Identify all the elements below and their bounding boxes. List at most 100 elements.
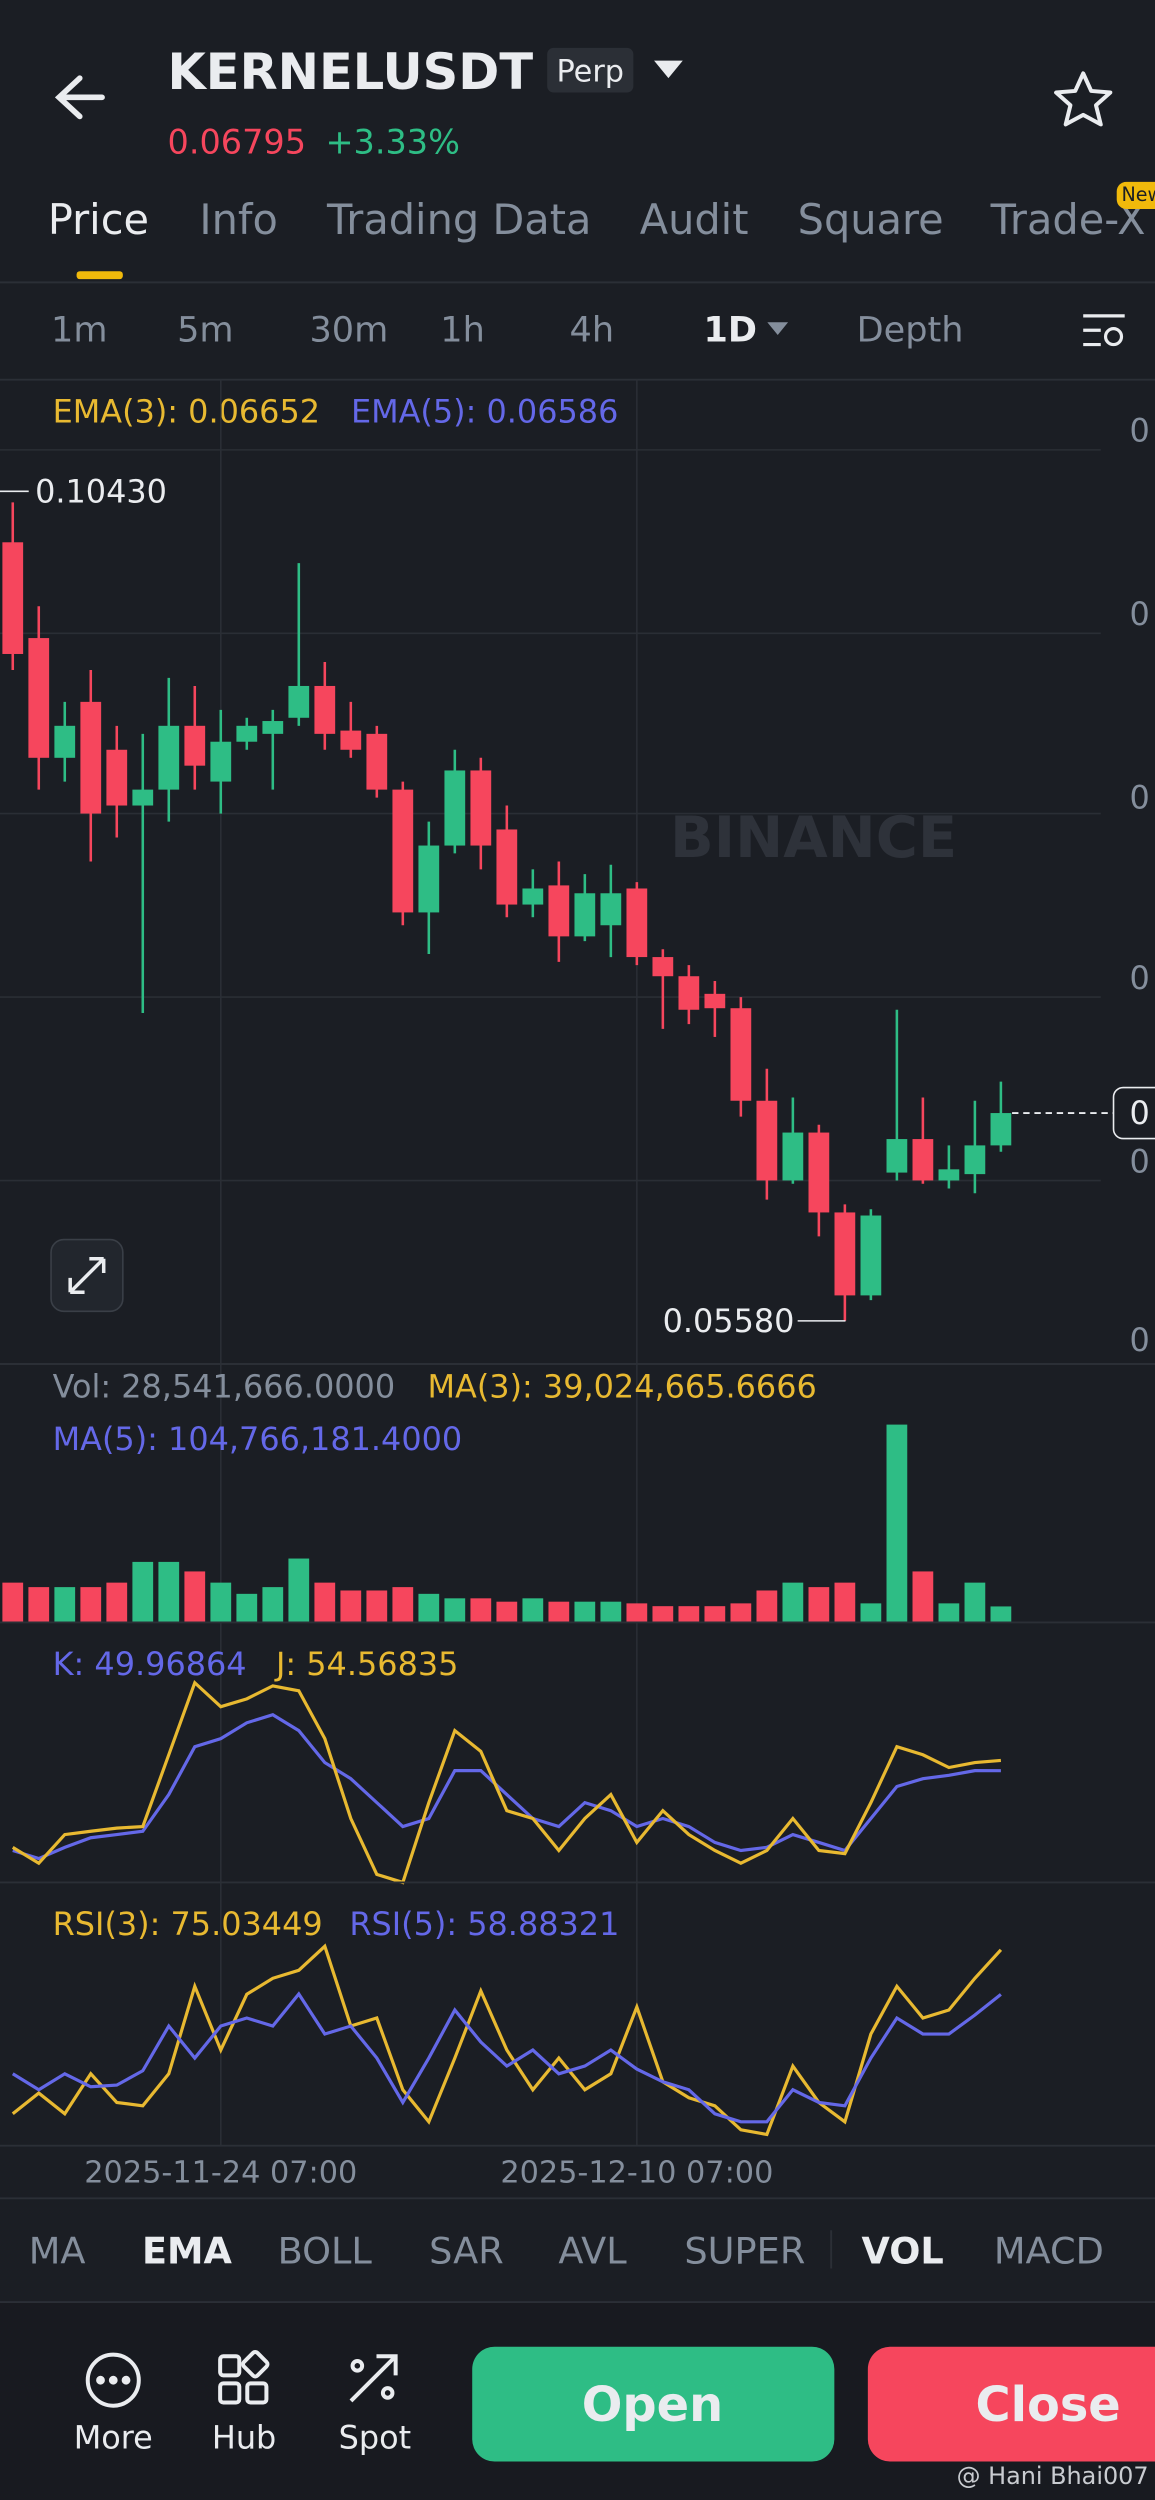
close-label[interactable]: Close [975, 2378, 1120, 2433]
tab[interactable]: Audit [640, 196, 749, 244]
indicator-tab[interactable]: SAR [429, 2229, 504, 2272]
indicator-tab[interactable]: SUPER [684, 2229, 805, 2272]
spot-icon[interactable] [349, 2354, 398, 2403]
volume-bar [392, 1587, 414, 1623]
indicator-tab[interactable]: MACD [994, 2229, 1104, 2272]
hub-icon[interactable] [218, 2350, 270, 2405]
legend: Vol: 28,541,666.0000 [53, 1367, 395, 1405]
symbol-dropdown[interactable] [654, 60, 683, 79]
legend: RSI(3): 75.03449 [53, 1905, 323, 1943]
candle-body [262, 721, 284, 734]
volume-bar [158, 1561, 180, 1623]
volume-bar [54, 1587, 76, 1623]
indicator-line [11, 1679, 1002, 1885]
watermark: BINANCE [670, 804, 957, 871]
tab[interactable]: Price [48, 196, 149, 244]
indicator-line [12, 1712, 1001, 1861]
volume-bar [184, 1571, 206, 1623]
symbol: KERNELUSDT [168, 43, 534, 101]
volume-bar [340, 1590, 362, 1623]
action-label[interactable]: Spot [339, 2419, 412, 2457]
volume-bar [782, 1582, 804, 1623]
candle-body [860, 1215, 882, 1296]
grid [0, 449, 1101, 1182]
close-button[interactable] [867, 2346, 1155, 2462]
candle-body [964, 1145, 986, 1175]
volume-bar [210, 1582, 232, 1623]
volume-bar [470, 1598, 492, 1623]
action-label[interactable]: More [74, 2419, 153, 2457]
candle-body [2, 542, 24, 654]
indicator-tab[interactable]: EMA [142, 2229, 233, 2272]
candle-body [314, 685, 336, 734]
interval[interactable]: 30m [309, 310, 388, 351]
volume-bar [548, 1601, 570, 1623]
legend: EMA(3): 0.06652 [53, 393, 320, 431]
settings-icon[interactable] [1083, 314, 1125, 347]
x-tick-label: 2025-11-24 07:00 [84, 2155, 357, 2190]
indicator-tab[interactable]: BOLL [278, 2229, 373, 2272]
candle-body [652, 957, 674, 977]
legend: EMA(5): 0.06586 [351, 393, 618, 431]
favorite-star[interactable] [1054, 71, 1113, 127]
candle-body [366, 733, 388, 790]
y-tick-label: 0 [1129, 1321, 1149, 1359]
price-change: +3.33% [325, 122, 459, 161]
tab[interactable]: Info [199, 196, 277, 244]
indicator-line [11, 1943, 1003, 2137]
legend: K: 49.96864 [53, 1645, 247, 1683]
y-tick-label: 0 [1129, 595, 1149, 633]
interval[interactable]: 5m [177, 310, 233, 351]
volume-bar [288, 1558, 310, 1623]
volume-bar [106, 1582, 128, 1623]
interval[interactable]: Depth [857, 310, 964, 351]
candle-body [496, 829, 518, 905]
action-label[interactable]: Hub [212, 2419, 276, 2457]
actions: More Hub Spot [74, 2419, 411, 2457]
candle-body [730, 1008, 752, 1101]
indicator-tab[interactable]: VOL [861, 2229, 943, 2272]
y-tick-label: 0 [1129, 1142, 1149, 1180]
candle-body [392, 789, 414, 913]
candle-body [418, 845, 440, 913]
open-button[interactable] [472, 2346, 835, 2462]
volume-bar [236, 1593, 258, 1623]
volume-bar [600, 1601, 622, 1623]
interval[interactable]: 1D [704, 310, 758, 351]
interval[interactable]: 4h [570, 310, 615, 351]
legend: RSI(5): 58.88321 [349, 1905, 619, 1943]
volume-bar [262, 1587, 284, 1623]
candle-body [782, 1132, 804, 1181]
max-label: 0.10430 [35, 472, 167, 510]
interval[interactable]: 1m [51, 310, 107, 351]
back-button[interactable] [54, 75, 105, 120]
x-tick-label: 2025-12-10 07:00 [500, 2155, 773, 2190]
volume-bar [964, 1582, 986, 1623]
candle-body [340, 730, 362, 750]
candle-body [678, 976, 700, 1010]
open-label[interactable]: Open [582, 2378, 723, 2433]
candle-body [210, 741, 232, 782]
volume-bar [704, 1606, 726, 1623]
indicator-tab[interactable]: MA [29, 2229, 86, 2272]
indicator-tab[interactable]: AVL [558, 2229, 627, 2272]
legend: MA(3): 39,024,665.6666 [428, 1367, 817, 1405]
badge-bg [547, 47, 634, 93]
new-badge-bg [1116, 181, 1155, 209]
interval-dropdown[interactable] [767, 322, 789, 336]
volume-bar [2, 1582, 24, 1623]
tab[interactable]: Trading Data [326, 196, 591, 244]
candle-body [912, 1139, 934, 1181]
min-label: 0.05580 [663, 1302, 795, 1340]
volume-bar [730, 1603, 752, 1623]
volume-bar [418, 1593, 440, 1623]
candle-body [548, 885, 570, 937]
more-icon[interactable] [85, 2352, 141, 2408]
tab[interactable]: Square [798, 196, 944, 244]
candle-body [522, 888, 544, 905]
interval[interactable]: 1h [440, 310, 485, 351]
volume-bar [574, 1601, 596, 1623]
volume-bar [496, 1601, 518, 1623]
candle-body [938, 1169, 960, 1181]
